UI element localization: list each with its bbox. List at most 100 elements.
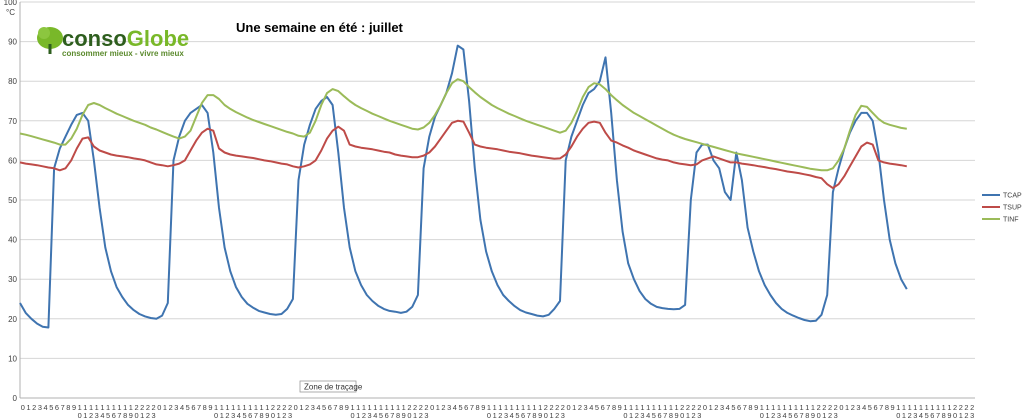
x-tick-label: 1 xyxy=(794,403,798,412)
x-tick-label: 1 xyxy=(368,403,372,412)
x-tick-label-second-line: 9 xyxy=(675,411,679,420)
x-tick-label-second-line: 4 xyxy=(510,411,514,420)
x-tick-label: 2 xyxy=(271,403,275,412)
x-tick-label: 1 xyxy=(112,403,116,412)
x-tick-label: 1 xyxy=(652,403,656,412)
x-tick-label: 1 xyxy=(919,403,923,412)
x-tick-label: 1 xyxy=(106,403,110,412)
x-tick-label: 1 xyxy=(669,403,673,412)
x-tick-label: 2 xyxy=(544,403,548,412)
x-tick-label-second-line: 0 xyxy=(214,411,218,420)
y-axis-ticks: 0 10 20 30 40 50 60 70 80 90 100 xyxy=(4,0,18,403)
x-tick-label: 3 xyxy=(38,403,42,412)
x-tick-label: 2 xyxy=(413,403,417,412)
x-tick-label-second-line: 5 xyxy=(925,411,929,420)
x-tick-label: 3 xyxy=(311,403,315,412)
x-tick-label: 6 xyxy=(737,403,741,412)
x-tick-label-second-line: 0 xyxy=(271,411,275,420)
x-tick-label: 0 xyxy=(839,403,843,412)
x-tick-label-second-line: 2 xyxy=(89,411,93,420)
y-tick-label: 80 xyxy=(8,77,17,86)
x-tick-label: 2 xyxy=(282,403,286,412)
x-tick-label: 9 xyxy=(754,403,758,412)
x-tick-label: 5 xyxy=(186,403,190,412)
x-tick-label-second-line: 2 xyxy=(964,411,968,420)
x-tick-label: 1 xyxy=(805,403,809,412)
x-tick-label: 1 xyxy=(663,403,667,412)
x-tick-label: 0 xyxy=(430,403,434,412)
x-tick-label-second-line: 0 xyxy=(407,411,411,420)
y-tick-label: 70 xyxy=(8,117,17,126)
y-tick-label: 0 xyxy=(13,394,18,403)
x-tick-label-second-line: 7 xyxy=(800,411,804,420)
x-tick-label: 1 xyxy=(811,403,815,412)
x-tick-label-second-line: 0 xyxy=(760,411,764,420)
x-tick-label: 7 xyxy=(606,403,610,412)
x-tick-label-second-line: 3 xyxy=(424,411,428,420)
x-tick-label: 3 xyxy=(174,403,178,412)
x-tick-label: 1 xyxy=(538,403,542,412)
x-tick-label: 1 xyxy=(635,403,639,412)
x-tick-label: 1 xyxy=(765,403,769,412)
x-tick-label-second-line: 3 xyxy=(697,411,701,420)
x-tick-label: 2 xyxy=(277,403,281,412)
x-tick-label: 9 xyxy=(208,403,212,412)
x-tick-label: 6 xyxy=(873,403,877,412)
x-tick-label: 1 xyxy=(908,403,912,412)
x-tick-label: 7 xyxy=(333,403,337,412)
x-tick-label: 2 xyxy=(146,403,150,412)
x-tick-label: 1 xyxy=(95,403,99,412)
x-tick-label: 5 xyxy=(868,403,872,412)
x-tick-label: 2 xyxy=(953,403,957,412)
x-tick-label-second-line: 1 xyxy=(140,411,144,420)
x-tick-label-second-line: 0 xyxy=(817,411,821,420)
y-tick-label: 60 xyxy=(8,156,17,165)
x-tick-label: 1 xyxy=(527,403,531,412)
x-tick-label-second-line: 0 xyxy=(78,411,82,420)
x-tick-label-second-line: 1 xyxy=(822,411,826,420)
x-tick-label-second-line: 8 xyxy=(669,411,673,420)
x-tick-label-second-line: 4 xyxy=(237,411,241,420)
logo: consoGlobe consommer mieux - vivre mieux xyxy=(37,26,189,58)
x-tick-label: 2 xyxy=(686,403,690,412)
x-tick-label: 1 xyxy=(504,403,508,412)
x-tick-label: 8 xyxy=(748,403,752,412)
x-tick-label: 1 xyxy=(925,403,929,412)
x-tick-label-second-line: 8 xyxy=(942,411,946,420)
x-tick-label: 1 xyxy=(947,403,951,412)
x-tick-label-second-line: 5 xyxy=(242,411,246,420)
x-tick-label: 2 xyxy=(407,403,411,412)
x-tick-label: 2 xyxy=(555,403,559,412)
x-tick-label: 2 xyxy=(822,403,826,412)
x-tick-label: 1 xyxy=(78,403,82,412)
x-tick-label-second-line: 3 xyxy=(368,411,372,420)
x-tick-label: 7 xyxy=(879,403,883,412)
x-tick-label: 7 xyxy=(743,403,747,412)
series-lines xyxy=(19,44,908,329)
plot-area-tooltip-text: Zone de traçage xyxy=(304,383,363,392)
x-tick-label: 1 xyxy=(487,403,491,412)
x-tick-label-second-line: 7 xyxy=(936,411,940,420)
x-tick-label-second-line: 4 xyxy=(783,411,787,420)
x-tick-label: 1 xyxy=(532,403,536,412)
legend-label-tsup: TSUP xyxy=(1003,205,1022,212)
x-tick-label-second-line: 1 xyxy=(549,411,553,420)
x-tick-label-second-line: 9 xyxy=(129,411,133,420)
x-tick-label: 1 xyxy=(709,403,713,412)
x-tick-label: 1 xyxy=(100,403,104,412)
legend-label-tinf: TINF xyxy=(1003,217,1019,224)
x-tick-label: 2 xyxy=(851,403,855,412)
x-tick-label: 0 xyxy=(566,403,570,412)
x-tick-label: 5 xyxy=(595,403,599,412)
x-tick-label: 1 xyxy=(242,403,246,412)
x-tick-label-second-line: 0 xyxy=(680,411,684,420)
x-tick-label: 3 xyxy=(720,403,724,412)
legend-label-tcap: TCAP xyxy=(1003,193,1022,200)
x-tick-label: 1 xyxy=(936,403,940,412)
x-tick-label-second-line: 5 xyxy=(652,411,656,420)
x-tick-label: 1 xyxy=(373,403,377,412)
x-tick-label: 6 xyxy=(191,403,195,412)
y-tick-label: 40 xyxy=(8,236,17,245)
